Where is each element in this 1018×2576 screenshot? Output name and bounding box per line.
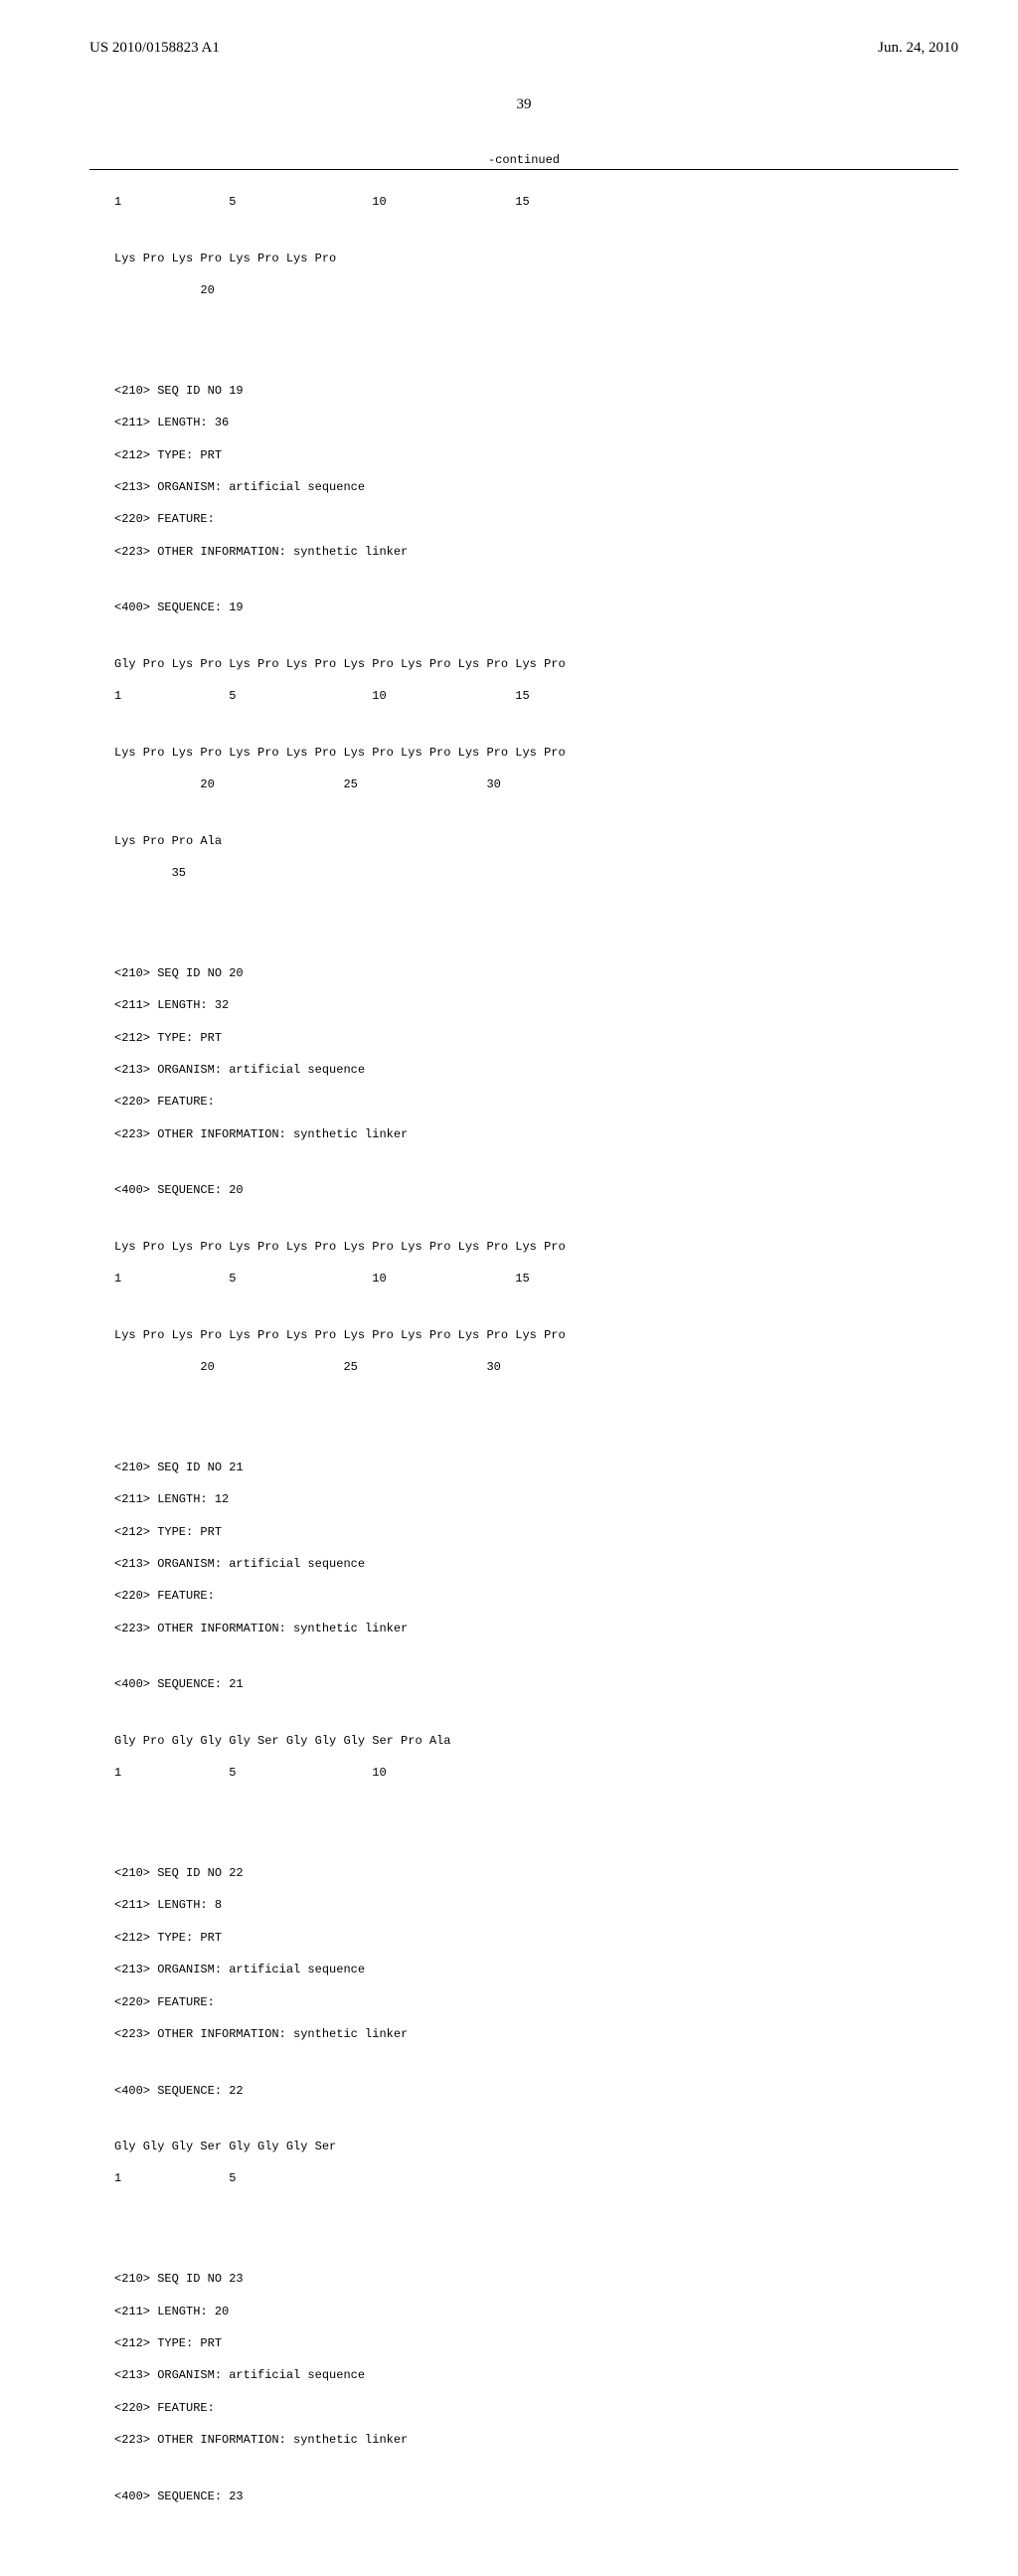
seq19-length: <211> LENGTH: 36 bbox=[114, 415, 958, 430]
page-header: US 2010/0158823 A1 Jun. 24, 2010 bbox=[89, 40, 958, 57]
seq21-other: <223> OTHER INFORMATION: synthetic linke… bbox=[114, 1621, 958, 1636]
page-number: 39 bbox=[89, 96, 958, 113]
seq19-type: <212> TYPE: PRT bbox=[114, 447, 958, 463]
doc-number: US 2010/0158823 A1 bbox=[89, 40, 220, 57]
continued-label: -continued bbox=[89, 153, 958, 167]
seq23-other: <223> OTHER INFORMATION: synthetic linke… bbox=[114, 2432, 958, 2448]
seq23-length: <211> LENGTH: 20 bbox=[114, 2304, 958, 2319]
seq20-line2: Lys Pro Lys Pro Lys Pro Lys Pro Lys Pro … bbox=[114, 1327, 958, 1343]
seq22-feature: <220> FEATURE: bbox=[114, 1994, 958, 2010]
page-container: US 2010/0158823 A1 Jun. 24, 2010 39 -con… bbox=[0, 0, 1018, 2576]
seq20-pos2: 20 25 30 bbox=[114, 1359, 958, 1375]
seq19-feature: <220> FEATURE: bbox=[114, 511, 958, 527]
seq19-pos1: 1 5 10 15 bbox=[114, 688, 958, 704]
seq22-line1: Gly Gly Gly Ser Gly Gly Gly Ser bbox=[114, 2139, 958, 2154]
seq21-organism: <213> ORGANISM: artificial sequence bbox=[114, 1556, 958, 1572]
seq22-other: <223> OTHER INFORMATION: synthetic linke… bbox=[114, 2026, 958, 2042]
seq18-positions2: 20 bbox=[114, 282, 958, 298]
seq20-length: <211> LENGTH: 32 bbox=[114, 997, 958, 1013]
seq18-line2: Lys Pro Lys Pro Lys Pro Lys Pro bbox=[114, 251, 958, 266]
seq22-id: <210> SEQ ID NO 22 bbox=[114, 1865, 958, 1881]
sequence-listing: 1 5 10 15 Lys Pro Lys Pro Lys Pro Lys Pr… bbox=[89, 178, 958, 2536]
seq23-type: <212> TYPE: PRT bbox=[114, 2335, 958, 2351]
horizontal-rule bbox=[89, 169, 958, 170]
seq21-line1: Gly Pro Gly Gly Gly Ser Gly Gly Gly Ser … bbox=[114, 1733, 958, 1749]
seq21-id: <210> SEQ ID NO 21 bbox=[114, 1460, 958, 1475]
seq22-seq-label: <400> SEQUENCE: 22 bbox=[114, 2083, 958, 2099]
seq19-pos2: 20 25 30 bbox=[114, 776, 958, 792]
seq19-seq-label: <400> SEQUENCE: 19 bbox=[114, 600, 958, 615]
seq19-pos3: 35 bbox=[114, 865, 958, 881]
seq23-organism: <213> ORGANISM: artificial sequence bbox=[114, 2367, 958, 2383]
seq23-id: <210> SEQ ID NO 23 bbox=[114, 2271, 958, 2287]
seq20-line1: Lys Pro Lys Pro Lys Pro Lys Pro Lys Pro … bbox=[114, 1239, 958, 1255]
doc-date: Jun. 24, 2010 bbox=[878, 40, 958, 57]
seq19-line2: Lys Pro Lys Pro Lys Pro Lys Pro Lys Pro … bbox=[114, 745, 958, 761]
seq21-type: <212> TYPE: PRT bbox=[114, 1524, 958, 1540]
seq22-organism: <213> ORGANISM: artificial sequence bbox=[114, 1962, 958, 1977]
seq21-feature: <220> FEATURE: bbox=[114, 1588, 958, 1604]
seq22-type: <212> TYPE: PRT bbox=[114, 1930, 958, 1946]
seq19-id: <210> SEQ ID NO 19 bbox=[114, 383, 958, 399]
seq20-feature: <220> FEATURE: bbox=[114, 1094, 958, 1110]
seq20-seq-label: <400> SEQUENCE: 20 bbox=[114, 1182, 958, 1198]
seq21-pos1: 1 5 10 bbox=[114, 1765, 958, 1781]
seq19-line3: Lys Pro Pro Ala bbox=[114, 833, 958, 849]
seq19-other: <223> OTHER INFORMATION: synthetic linke… bbox=[114, 544, 958, 560]
seq19-line1: Gly Pro Lys Pro Lys Pro Lys Pro Lys Pro … bbox=[114, 656, 958, 672]
seq21-seq-label: <400> SEQUENCE: 21 bbox=[114, 1676, 958, 1692]
seq20-type: <212> TYPE: PRT bbox=[114, 1030, 958, 1046]
seq22-length: <211> LENGTH: 8 bbox=[114, 1897, 958, 1913]
seq23-seq-label: <400> SEQUENCE: 23 bbox=[114, 2489, 958, 2504]
seq20-other: <223> OTHER INFORMATION: synthetic linke… bbox=[114, 1126, 958, 1142]
seq19-organism: <213> ORGANISM: artificial sequence bbox=[114, 479, 958, 495]
seq20-organism: <213> ORGANISM: artificial sequence bbox=[114, 1062, 958, 1078]
seq23-feature: <220> FEATURE: bbox=[114, 2400, 958, 2416]
seq21-length: <211> LENGTH: 12 bbox=[114, 1491, 958, 1507]
seq20-pos1: 1 5 10 15 bbox=[114, 1271, 958, 1287]
seq18-positions1: 1 5 10 15 bbox=[114, 194, 958, 210]
seq22-pos1: 1 5 bbox=[114, 2170, 958, 2186]
seq20-id: <210> SEQ ID NO 20 bbox=[114, 965, 958, 981]
